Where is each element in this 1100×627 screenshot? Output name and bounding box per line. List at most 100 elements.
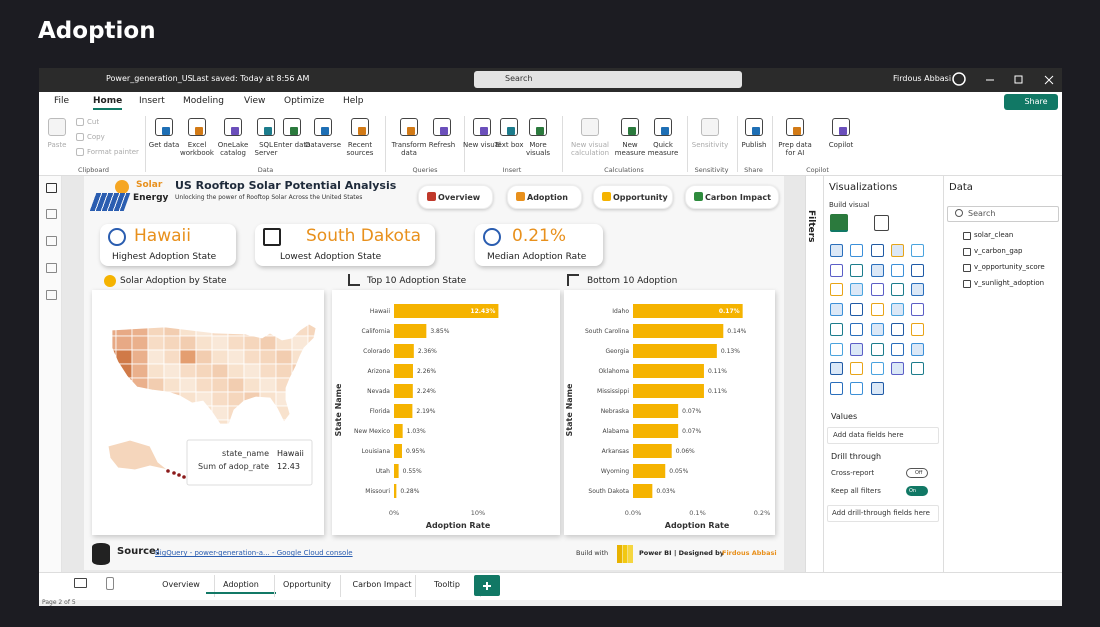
- view-icon[interactable]: [74, 578, 87, 588]
- menu-tab[interactable]: Optimize: [284, 96, 325, 106]
- visual-type-icon[interactable]: [830, 362, 843, 376]
- table-name[interactable]: v_opportunity_score: [974, 263, 1045, 271]
- toggle-off[interactable]: [906, 468, 928, 478]
- menu-tab[interactable]: File: [54, 96, 70, 106]
- menu-tab[interactable]: Help: [343, 96, 364, 106]
- data-search[interactable]: [947, 206, 1059, 222]
- ribbon-button[interactable]: Publish: [741, 141, 767, 149]
- visual-type-icon[interactable]: [870, 322, 884, 336]
- toggle-on[interactable]: [906, 486, 928, 496]
- view-icon[interactable]: [106, 577, 114, 590]
- menu-tab[interactable]: Insert: [139, 96, 165, 106]
- visual-type-icon[interactable]: [911, 322, 925, 336]
- visual-type-icon[interactable]: [850, 244, 864, 257]
- menu-tab[interactable]: View: [244, 96, 266, 106]
- visual-type-icon[interactable]: [870, 362, 884, 376]
- menu-tab[interactable]: Modeling: [183, 96, 224, 106]
- visual-type-icon[interactable]: [911, 263, 925, 277]
- ribbon-button[interactable]: Format painter: [87, 148, 139, 156]
- visual-type-icon[interactable]: [850, 342, 864, 356]
- format-icon[interactable]: [874, 215, 889, 231]
- visual-type-icon[interactable]: [850, 362, 864, 376]
- ribbon-button[interactable]: Recent sources: [346, 141, 374, 157]
- drill-well[interactable]: [827, 505, 939, 522]
- visual-type-icon[interactable]: [890, 263, 904, 277]
- ribbon-button[interactable]: Transform data: [391, 141, 427, 157]
- page-tab[interactable]: Overview: [162, 580, 200, 589]
- ribbon-button[interactable]: New measure: [614, 141, 646, 157]
- nav-label[interactable]: Carbon Impact: [705, 193, 771, 202]
- visual-type-icon[interactable]: [890, 303, 904, 317]
- table-name[interactable]: v_sunlight_adoption: [974, 279, 1045, 287]
- source-link[interactable]: BigQuery - power-generation-a... - Googl…: [155, 549, 353, 557]
- ribbon-button[interactable]: Paste: [47, 141, 67, 149]
- page-tab[interactable]: Carbon Impact: [352, 580, 412, 589]
- ribbon-button[interactable]: Excel workbook: [179, 141, 214, 157]
- ribbon-button[interactable]: OneLake catalog: [217, 141, 249, 157]
- visual-type-icon[interactable]: [890, 342, 904, 356]
- share-button[interactable]: [1004, 94, 1058, 110]
- rail-icon[interactable]: [46, 263, 57, 273]
- visual-type-icon[interactable]: [890, 362, 904, 376]
- rail-icon[interactable]: [46, 183, 57, 193]
- table-name[interactable]: v_carbon_gap: [974, 247, 1023, 255]
- page-tab[interactable]: Opportunity: [282, 580, 331, 589]
- ribbon-button[interactable]: New visual calculation: [571, 141, 610, 157]
- nav-label[interactable]: Adoption: [527, 193, 568, 202]
- visual-type-icon[interactable]: [850, 381, 864, 395]
- rail-icon[interactable]: [46, 209, 57, 219]
- drop-well[interactable]: [827, 427, 939, 444]
- filters-label[interactable]: Filters: [806, 210, 816, 243]
- rail-icon[interactable]: [46, 236, 57, 246]
- ribbon-button[interactable]: More visuals: [525, 141, 551, 157]
- ribbon-button[interactable]: Enter data: [273, 141, 311, 149]
- visual-type-icon[interactable]: [830, 381, 843, 395]
- visual-type-icon[interactable]: [850, 322, 864, 336]
- ribbon-button[interactable]: New visual: [463, 141, 501, 149]
- visual-type-icon[interactable]: [911, 342, 925, 356]
- visual-type-icon[interactable]: [911, 362, 925, 376]
- visual-type-icon[interactable]: [870, 263, 884, 277]
- page-tab[interactable]: Tooltip: [434, 580, 460, 589]
- build-icon[interactable]: [830, 214, 848, 232]
- visual-type-icon[interactable]: [850, 263, 864, 277]
- menu-tab[interactable]: Home: [93, 96, 123, 110]
- nav-label[interactable]: Opportunity: [613, 193, 668, 202]
- page-tab[interactable]: Adoption: [206, 580, 276, 594]
- visual-type-icon[interactable]: [830, 263, 843, 277]
- chart-title: Bottom 10 Adoption: [587, 276, 678, 286]
- ribbon-button[interactable]: Prep data for AI: [778, 141, 812, 157]
- visual-type-icon[interactable]: [850, 283, 864, 297]
- visual-type-icon[interactable]: [911, 303, 925, 317]
- visual-type-icon[interactable]: [890, 283, 904, 297]
- visual-type-icon[interactable]: [830, 322, 843, 336]
- visual-type-icon[interactable]: [870, 342, 884, 356]
- table-name[interactable]: solar_clean: [974, 231, 1014, 239]
- visual-type-icon[interactable]: [911, 244, 925, 257]
- ribbon-button[interactable]: Sensitivity: [691, 141, 729, 149]
- ribbon-button[interactable]: Quick measure: [647, 141, 679, 157]
- visual-type-icon[interactable]: [830, 244, 843, 257]
- visual-type-icon[interactable]: [870, 303, 884, 317]
- ribbon-button[interactable]: SQL Server: [254, 141, 278, 157]
- ribbon-button[interactable]: Dataverse: [305, 141, 341, 149]
- visual-type-icon[interactable]: [890, 322, 904, 336]
- ribbon-button[interactable]: Get data: [148, 141, 180, 149]
- rail-icon[interactable]: [46, 290, 57, 300]
- nav-label[interactable]: Overview: [438, 193, 481, 202]
- ribbon-button[interactable]: Text box: [494, 141, 524, 149]
- visual-type-icon[interactable]: [830, 342, 843, 356]
- ribbon-button[interactable]: Copilot: [828, 141, 854, 149]
- ribbon-button[interactable]: Cut: [87, 118, 100, 126]
- visual-type-icon[interactable]: [911, 283, 925, 297]
- visual-type-icon[interactable]: [870, 244, 884, 257]
- search-box[interactable]: [474, 71, 742, 88]
- visual-type-icon[interactable]: [870, 283, 884, 297]
- visual-type-icon[interactable]: [870, 381, 884, 395]
- visual-type-icon[interactable]: [850, 303, 864, 317]
- ribbon-button[interactable]: Copy: [87, 133, 105, 141]
- ribbon-button[interactable]: Refresh: [428, 141, 456, 149]
- visual-type-icon[interactable]: [830, 283, 843, 297]
- visual-type-icon[interactable]: [890, 244, 904, 257]
- visual-type-icon[interactable]: [830, 303, 843, 317]
